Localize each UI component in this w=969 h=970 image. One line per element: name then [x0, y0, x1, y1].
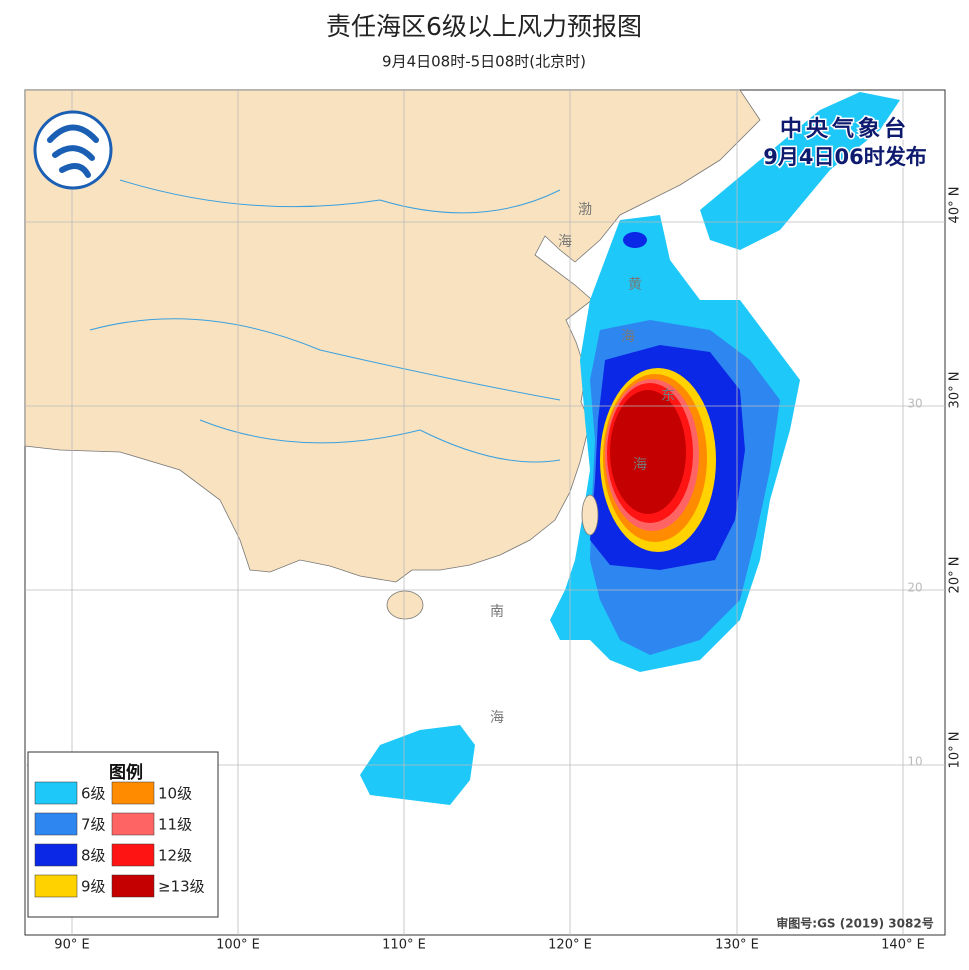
legend-swatch	[111, 843, 155, 867]
lon-label: 130° E	[715, 938, 759, 953]
zone-6-japan-sea	[700, 92, 900, 250]
legend: 图例 6级 7级 8级 9级 10级 11级 12级 ≥13级	[27, 751, 219, 918]
legend-swatch	[111, 874, 155, 898]
lon-label: 100° E	[216, 938, 260, 953]
lon-label: 140° E	[881, 938, 925, 953]
grid-label: 10	[907, 755, 922, 769]
sea-label: 东	[661, 388, 675, 404]
grid-label: 30	[907, 397, 922, 411]
legend-label: 10级	[158, 785, 192, 803]
land-hainan	[386, 590, 424, 620]
approval: 审图号:GS (2019) 3082号	[776, 916, 933, 931]
legend-label: 11级	[158, 816, 192, 834]
sea-label: 海	[490, 710, 504, 726]
legend-swatch	[34, 781, 78, 805]
legend-label: ≥13级	[158, 878, 205, 896]
lon-label: 90° E	[54, 938, 89, 953]
lat-label: 30° N	[948, 372, 963, 409]
land-china	[24, 89, 761, 583]
legend-swatch	[111, 812, 155, 836]
sea-label: 海	[621, 329, 635, 345]
legend-swatch	[34, 874, 78, 898]
lat-label: 40° N	[948, 187, 963, 224]
legend-swatch	[111, 781, 155, 805]
zone-13	[610, 390, 686, 514]
issue-time: 9月4日06时发布	[763, 145, 926, 169]
lon-label: 120° E	[548, 938, 592, 953]
legend-label: 8级	[81, 847, 106, 865]
sea-label: 海	[633, 457, 647, 473]
legend-label: 7级	[81, 816, 106, 834]
sea-label: 海	[558, 234, 572, 250]
legend-label: 12级	[158, 847, 192, 865]
logo	[33, 110, 113, 190]
grid-labels: 30 20 10	[907, 397, 922, 769]
wind-zones	[360, 92, 900, 805]
map: 渤 海 黄 海 东 海 南 海 30 20 10 中央气象台 9月4日06时发布…	[24, 89, 946, 936]
legend-title: 图例	[109, 762, 143, 783]
lon-label: 110° E	[382, 938, 426, 953]
legend-label: 9级	[81, 878, 106, 896]
lat-label: 20° N	[948, 557, 963, 594]
legend-swatch	[34, 843, 78, 867]
rivers	[89, 179, 561, 463]
latitude-labels: 40° N 30° N 20° N 10° N	[948, 187, 963, 769]
land-taiwan	[581, 494, 599, 536]
zone-bohai	[623, 232, 647, 248]
subtitle: 9月4日08时-5日08时(北京时)	[382, 53, 586, 71]
lat-label: 10° N	[948, 732, 963, 769]
graticule	[25, 90, 945, 935]
longitude-labels: 90° E 100° E 110° E 120° E 130° E 140° E	[54, 938, 925, 953]
sea-label: 渤	[578, 202, 592, 218]
title: 责任海区6级以上风力预报图	[326, 12, 642, 41]
sea-label: 南	[490, 604, 504, 620]
agency: 中央气象台	[780, 116, 910, 142]
legend-label: 6级	[81, 785, 106, 803]
sea-label: 黄	[628, 276, 642, 293]
sea-labels: 渤 海 黄 海 东 海 南 海	[490, 202, 675, 726]
legend-swatch	[34, 812, 78, 836]
grid-label: 20	[907, 581, 922, 595]
